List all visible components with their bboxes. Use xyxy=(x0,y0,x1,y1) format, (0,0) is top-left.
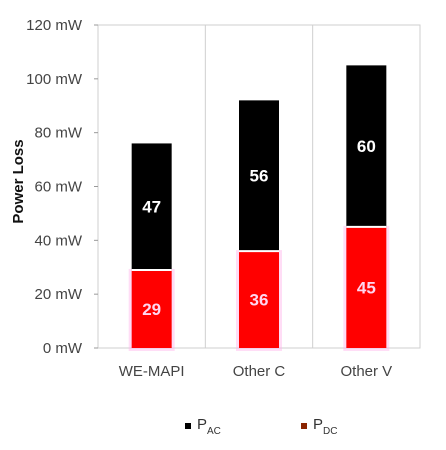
y-tick-label: 60 mW xyxy=(34,179,82,196)
y-tick-label: 40 mW xyxy=(34,232,82,249)
x-tick-label: Other V xyxy=(340,363,392,380)
bar-pdc-other-v xyxy=(346,226,387,348)
bar-pac-other-c xyxy=(239,100,279,252)
data-label-pdc: 29 xyxy=(142,300,161,319)
legend-label-subscript: AC xyxy=(207,426,221,437)
bar-pdc-other-c xyxy=(239,251,279,348)
legend-label-pdc: PDC xyxy=(313,416,337,437)
bar-pac-other-v xyxy=(346,65,387,227)
data-label-pdc: 45 xyxy=(357,278,376,297)
legend-marker-pac xyxy=(185,423,191,429)
data-label-pac: 47 xyxy=(142,198,161,217)
y-tick-label: 100 mW xyxy=(26,71,83,88)
legend-label-main: P xyxy=(197,416,207,433)
data-label-pac: 56 xyxy=(250,167,269,186)
data-label-pdc: 36 xyxy=(250,291,269,310)
legend-marker-pdc xyxy=(301,423,307,429)
y-axis-title: Power Loss xyxy=(10,139,27,223)
legend-label-subscript: DC xyxy=(323,426,337,437)
y-tick-label: 0 mW xyxy=(43,340,83,357)
y-tick-label: 20 mW xyxy=(34,286,82,303)
y-tick-label: 80 mW xyxy=(34,125,82,142)
data-label-pac: 60 xyxy=(357,137,376,156)
x-tick-label: Other C xyxy=(233,363,286,380)
bar-pdc-we-mapi xyxy=(131,269,172,348)
legend-label-pac: PAC xyxy=(197,416,221,437)
legend-label-main: P xyxy=(313,416,323,433)
x-tick-label: WE-MAPI xyxy=(119,363,185,380)
bar-pac-we-mapi xyxy=(131,143,172,270)
y-tick-label: 120 mW xyxy=(26,17,83,34)
